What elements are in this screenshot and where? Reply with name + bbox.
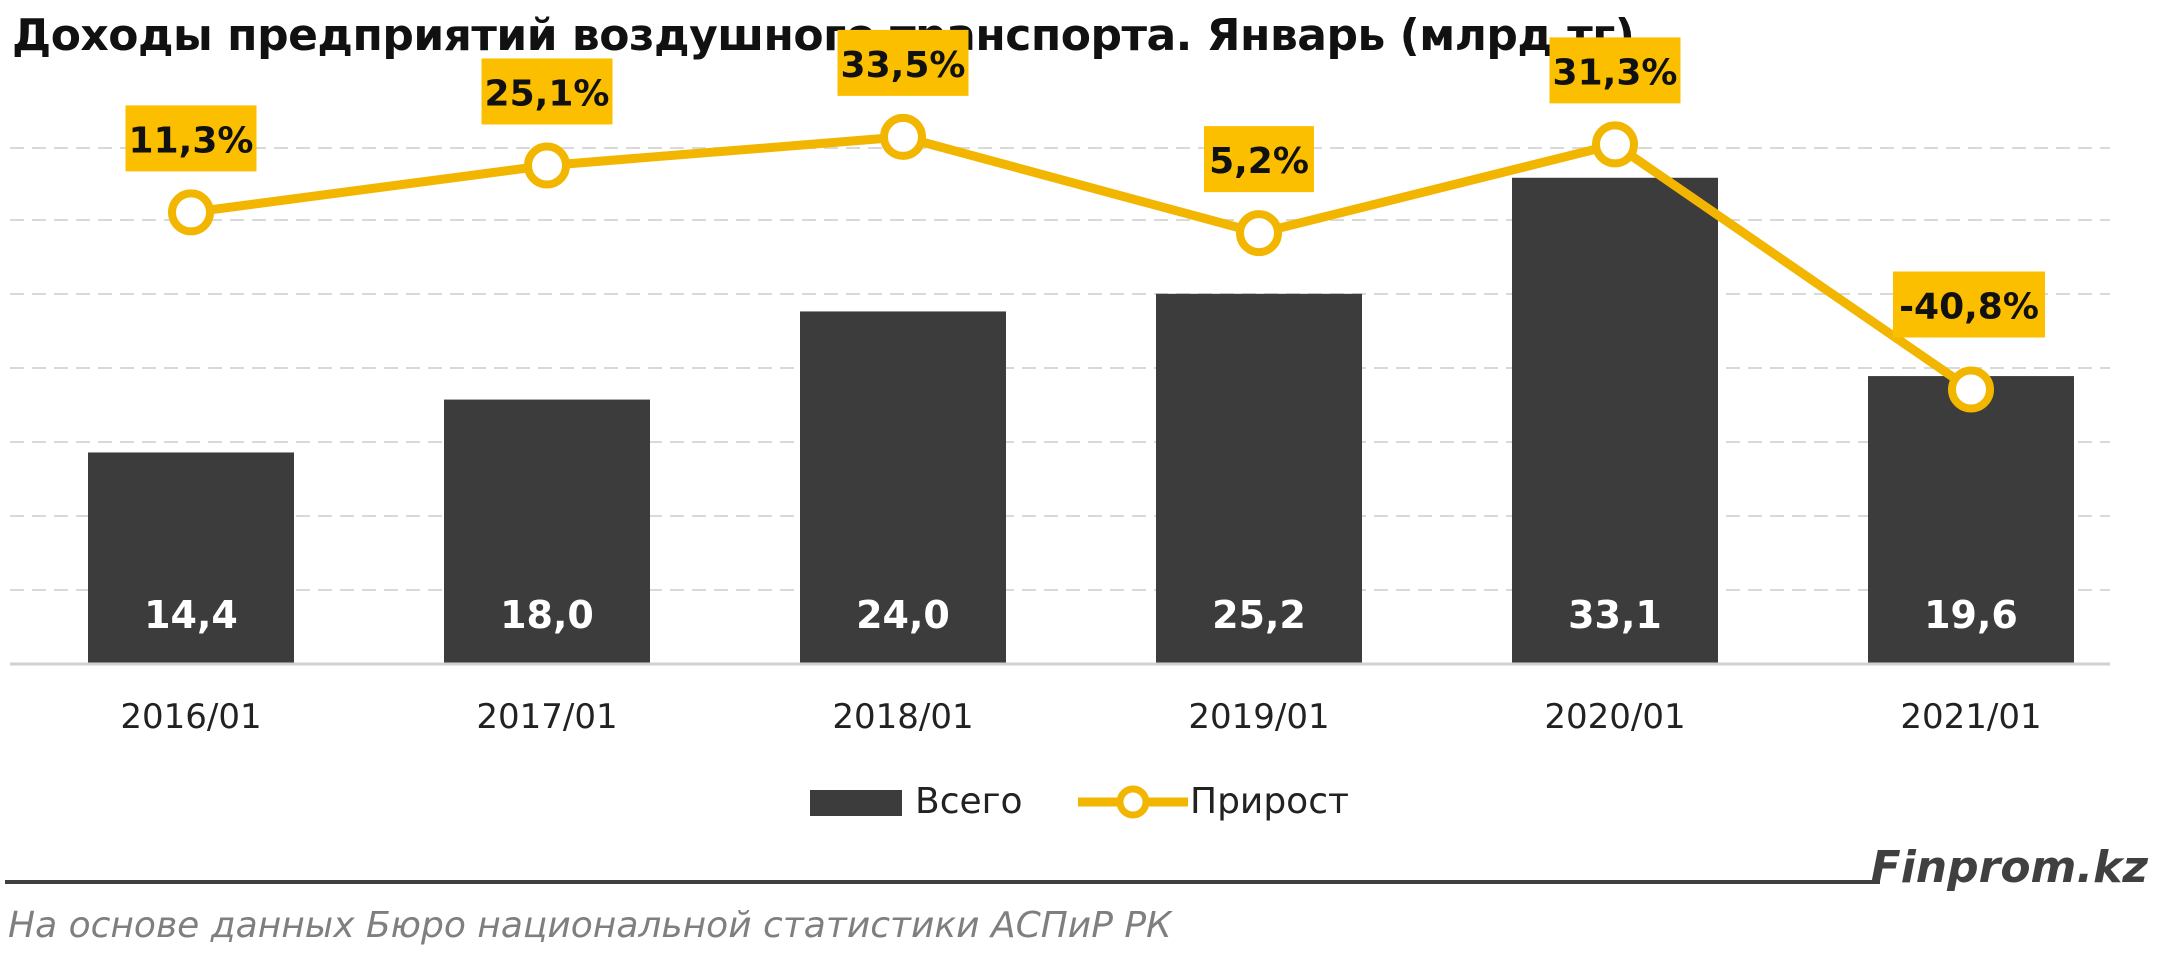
legend: Всего Прирост — [810, 781, 1349, 822]
legend-bar-swatch — [810, 790, 902, 816]
gridlines — [10, 147, 2110, 591]
growth-value-label: 31,3% — [1553, 52, 1678, 93]
growth-label-box — [1549, 37, 1681, 104]
bar-2018/01 — [800, 311, 1006, 664]
bar-value-label: 19,6 — [1924, 593, 2018, 637]
bar-value-label: 14,4 — [144, 593, 238, 637]
x-tick-label: 2021/01 — [1900, 697, 2041, 737]
legend-label-growth: Прирост — [1190, 781, 1349, 822]
bar-2020/01 — [1512, 177, 1718, 665]
growth-label-box — [481, 58, 613, 125]
chart-title: Доходы предприятий воздушного транспорта… — [12, 10, 1635, 61]
growth-point — [1948, 366, 1994, 413]
brand-logo: Finprom.kz — [1870, 842, 2148, 893]
x-tick-labels: 2016/01 2017/01 2018/01 2019/01 2020/01 2021/… — [120, 697, 2041, 737]
bar-2019/01 — [1156, 293, 1362, 664]
growth-point — [1592, 121, 1638, 168]
growth-value-label: 33,5% — [841, 45, 966, 86]
x-tick-label: 2019/01 — [1188, 697, 1329, 737]
bar-2017/01 — [444, 399, 650, 664]
bar-value-label: 33,1 — [1568, 593, 1662, 637]
growth-label-box — [1204, 126, 1314, 193]
growth-point — [524, 142, 570, 189]
source-note: На основе данных Бюро национальной стати… — [8, 905, 1172, 946]
growth-value-label: 5,2% — [1209, 141, 1309, 182]
growth-label-box — [1893, 271, 2045, 338]
growth-point — [880, 113, 926, 160]
x-tick-label: 2017/01 — [476, 697, 617, 737]
growth-label-box — [125, 105, 257, 172]
legend-point-swatch — [1116, 785, 1150, 819]
growth-point — [168, 189, 214, 236]
x-tick-label: 2016/01 — [120, 697, 261, 737]
bar-value-label: 18,0 — [500, 593, 594, 637]
x-tick-label: 2018/01 — [832, 697, 973, 737]
growth-line — [190, 132, 1974, 394]
growth-value-label: 11,3% — [129, 120, 254, 161]
line-series: 11,3% 25,1% 33,5% 5,2% 31,3% -40,8% — [125, 29, 2045, 413]
growth-label-box — [837, 29, 969, 96]
bar-value-label: 24,0 — [856, 593, 950, 637]
x-tick-label: 2020/01 — [1544, 697, 1685, 737]
bar-2021/01 — [1868, 376, 2074, 664]
growth-point — [1236, 210, 1282, 257]
legend-label-total: Всего — [915, 781, 1023, 822]
bar-series: 14,4 18,0 24,0 25,2 33,1 19,6 — [88, 177, 2074, 665]
growth-value-label: -40,8% — [1899, 287, 2039, 328]
growth-value-label: 25,1% — [485, 73, 610, 114]
bar-value-label: 25,2 — [1212, 593, 1306, 637]
bar-2016/01 — [88, 452, 294, 664]
